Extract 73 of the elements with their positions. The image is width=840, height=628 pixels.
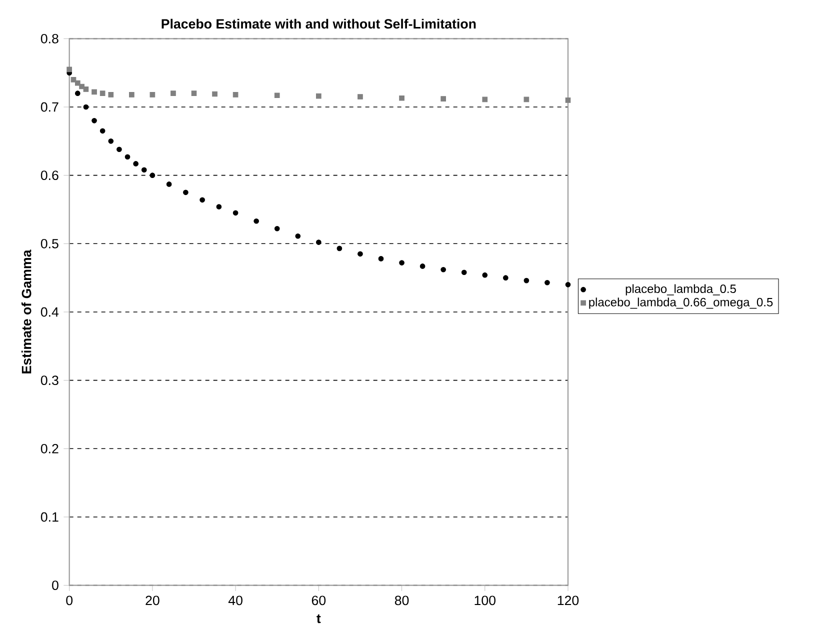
- point: [66, 66, 72, 72]
- point: [108, 138, 114, 144]
- y-tick-label: 0.7: [40, 102, 58, 112]
- point: [92, 89, 97, 95]
- point: [133, 161, 138, 166]
- point: [166, 182, 172, 187]
- y-tick-label: 0.1: [40, 512, 58, 522]
- point: [150, 92, 156, 98]
- x-tick-label: 120: [558, 596, 579, 606]
- point: [116, 146, 122, 152]
- x-tick-label: 0: [66, 596, 73, 606]
- point: [100, 128, 106, 134]
- x-tick-label: 80: [394, 596, 409, 606]
- point: [316, 240, 322, 245]
- point: [502, 275, 508, 280]
- x-tick-label: 100: [474, 596, 496, 606]
- point: [170, 90, 176, 96]
- y-tick-label: 0.3: [40, 376, 58, 386]
- point: [129, 92, 134, 98]
- point: [482, 96, 488, 102]
- point: [565, 282, 571, 288]
- x-axis-title: t: [316, 614, 321, 624]
- point: [70, 76, 76, 82]
- point: [316, 93, 322, 99]
- legend-label: placebo_lambda_0.66_omega_0.5: [589, 298, 773, 309]
- point: [232, 210, 238, 216]
- point: [524, 96, 530, 102]
- point: [461, 270, 467, 276]
- y-tick-label: 0.6: [40, 170, 58, 180]
- point: [254, 218, 260, 224]
- text: placebo_lambda_0.5: [626, 284, 736, 296]
- point: [216, 204, 222, 210]
- point: [399, 260, 404, 266]
- x-tick-label: 20: [146, 596, 160, 606]
- point: [141, 167, 147, 173]
- point: [544, 280, 550, 286]
- point: [92, 118, 97, 124]
- point: [420, 264, 426, 269]
- y-tick-label: 0.4: [40, 307, 59, 317]
- point: [358, 251, 363, 257]
- point: [524, 278, 530, 284]
- y-tick-label: 0.8: [40, 34, 58, 44]
- point: [440, 96, 446, 102]
- point: [336, 246, 342, 252]
- chart-title: Placebo Estimate with and without Self-Limitation: [162, 18, 476, 29]
- point: [191, 90, 197, 96]
- y-axis-title: Estimate of Gamma: [21, 250, 32, 374]
- point: [108, 92, 114, 98]
- point: [74, 80, 80, 86]
- point: [83, 86, 89, 92]
- point: [295, 233, 301, 239]
- point: [83, 104, 89, 110]
- point: [399, 95, 404, 101]
- y-tick-label: 0.5: [40, 238, 58, 248]
- point: [100, 90, 106, 96]
- point: [150, 172, 156, 178]
- point: [74, 90, 80, 96]
- point: [440, 266, 446, 272]
- point: [378, 256, 384, 262]
- point: [183, 190, 188, 196]
- point: [212, 91, 218, 97]
- x-tick-label: 40: [228, 596, 242, 606]
- point: [232, 92, 238, 98]
- point: [358, 94, 363, 100]
- y-tick-label: 0: [52, 580, 58, 590]
- point: [565, 97, 571, 103]
- point: [274, 92, 280, 98]
- x-tick-label: 60: [312, 596, 326, 606]
- point: [274, 226, 280, 232]
- point: [124, 154, 130, 160]
- point: [200, 197, 205, 203]
- y-tick-label: 0.2: [40, 444, 58, 454]
- point: [482, 272, 488, 278]
